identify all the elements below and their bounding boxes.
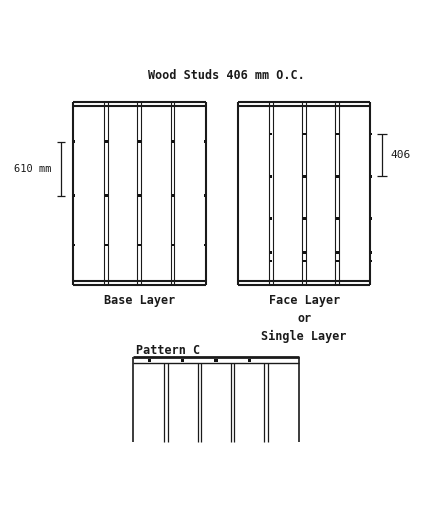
Polygon shape xyxy=(336,133,339,135)
Polygon shape xyxy=(204,140,207,143)
Text: Pattern C: Pattern C xyxy=(135,343,200,357)
Polygon shape xyxy=(72,140,75,143)
Polygon shape xyxy=(171,194,174,197)
Polygon shape xyxy=(171,244,174,246)
Polygon shape xyxy=(148,359,151,361)
Polygon shape xyxy=(270,260,273,263)
Polygon shape xyxy=(138,194,141,197)
Text: Base Layer: Base Layer xyxy=(104,294,175,307)
Polygon shape xyxy=(181,359,184,361)
Polygon shape xyxy=(270,217,273,220)
Polygon shape xyxy=(204,244,207,246)
Polygon shape xyxy=(72,244,75,246)
Polygon shape xyxy=(214,359,217,361)
Polygon shape xyxy=(138,244,141,246)
Polygon shape xyxy=(105,194,108,197)
Polygon shape xyxy=(336,251,339,254)
Polygon shape xyxy=(138,140,141,143)
Polygon shape xyxy=(237,260,239,263)
Polygon shape xyxy=(303,133,306,135)
Polygon shape xyxy=(369,133,372,135)
Polygon shape xyxy=(237,217,239,220)
Polygon shape xyxy=(336,260,339,263)
Text: Wood Studs 406 mm O.C.: Wood Studs 406 mm O.C. xyxy=(148,68,305,82)
Polygon shape xyxy=(237,133,239,135)
Polygon shape xyxy=(303,260,306,263)
Polygon shape xyxy=(369,260,372,263)
Polygon shape xyxy=(270,251,273,254)
Polygon shape xyxy=(105,140,108,143)
Text: 610 mm: 610 mm xyxy=(14,164,52,174)
Polygon shape xyxy=(270,175,273,178)
Polygon shape xyxy=(303,217,306,220)
Polygon shape xyxy=(105,244,108,246)
Polygon shape xyxy=(336,217,339,220)
Polygon shape xyxy=(72,194,75,197)
Polygon shape xyxy=(336,175,339,178)
Polygon shape xyxy=(247,359,250,361)
Polygon shape xyxy=(369,217,372,220)
Polygon shape xyxy=(303,251,306,254)
Text: 406: 406 xyxy=(390,150,411,160)
Polygon shape xyxy=(237,175,239,178)
Polygon shape xyxy=(171,140,174,143)
Polygon shape xyxy=(303,175,306,178)
Polygon shape xyxy=(369,251,372,254)
Polygon shape xyxy=(237,251,239,254)
Polygon shape xyxy=(369,175,372,178)
Text: Face Layer
or
Single Layer: Face Layer or Single Layer xyxy=(262,294,347,343)
Polygon shape xyxy=(270,133,273,135)
Polygon shape xyxy=(204,194,207,197)
